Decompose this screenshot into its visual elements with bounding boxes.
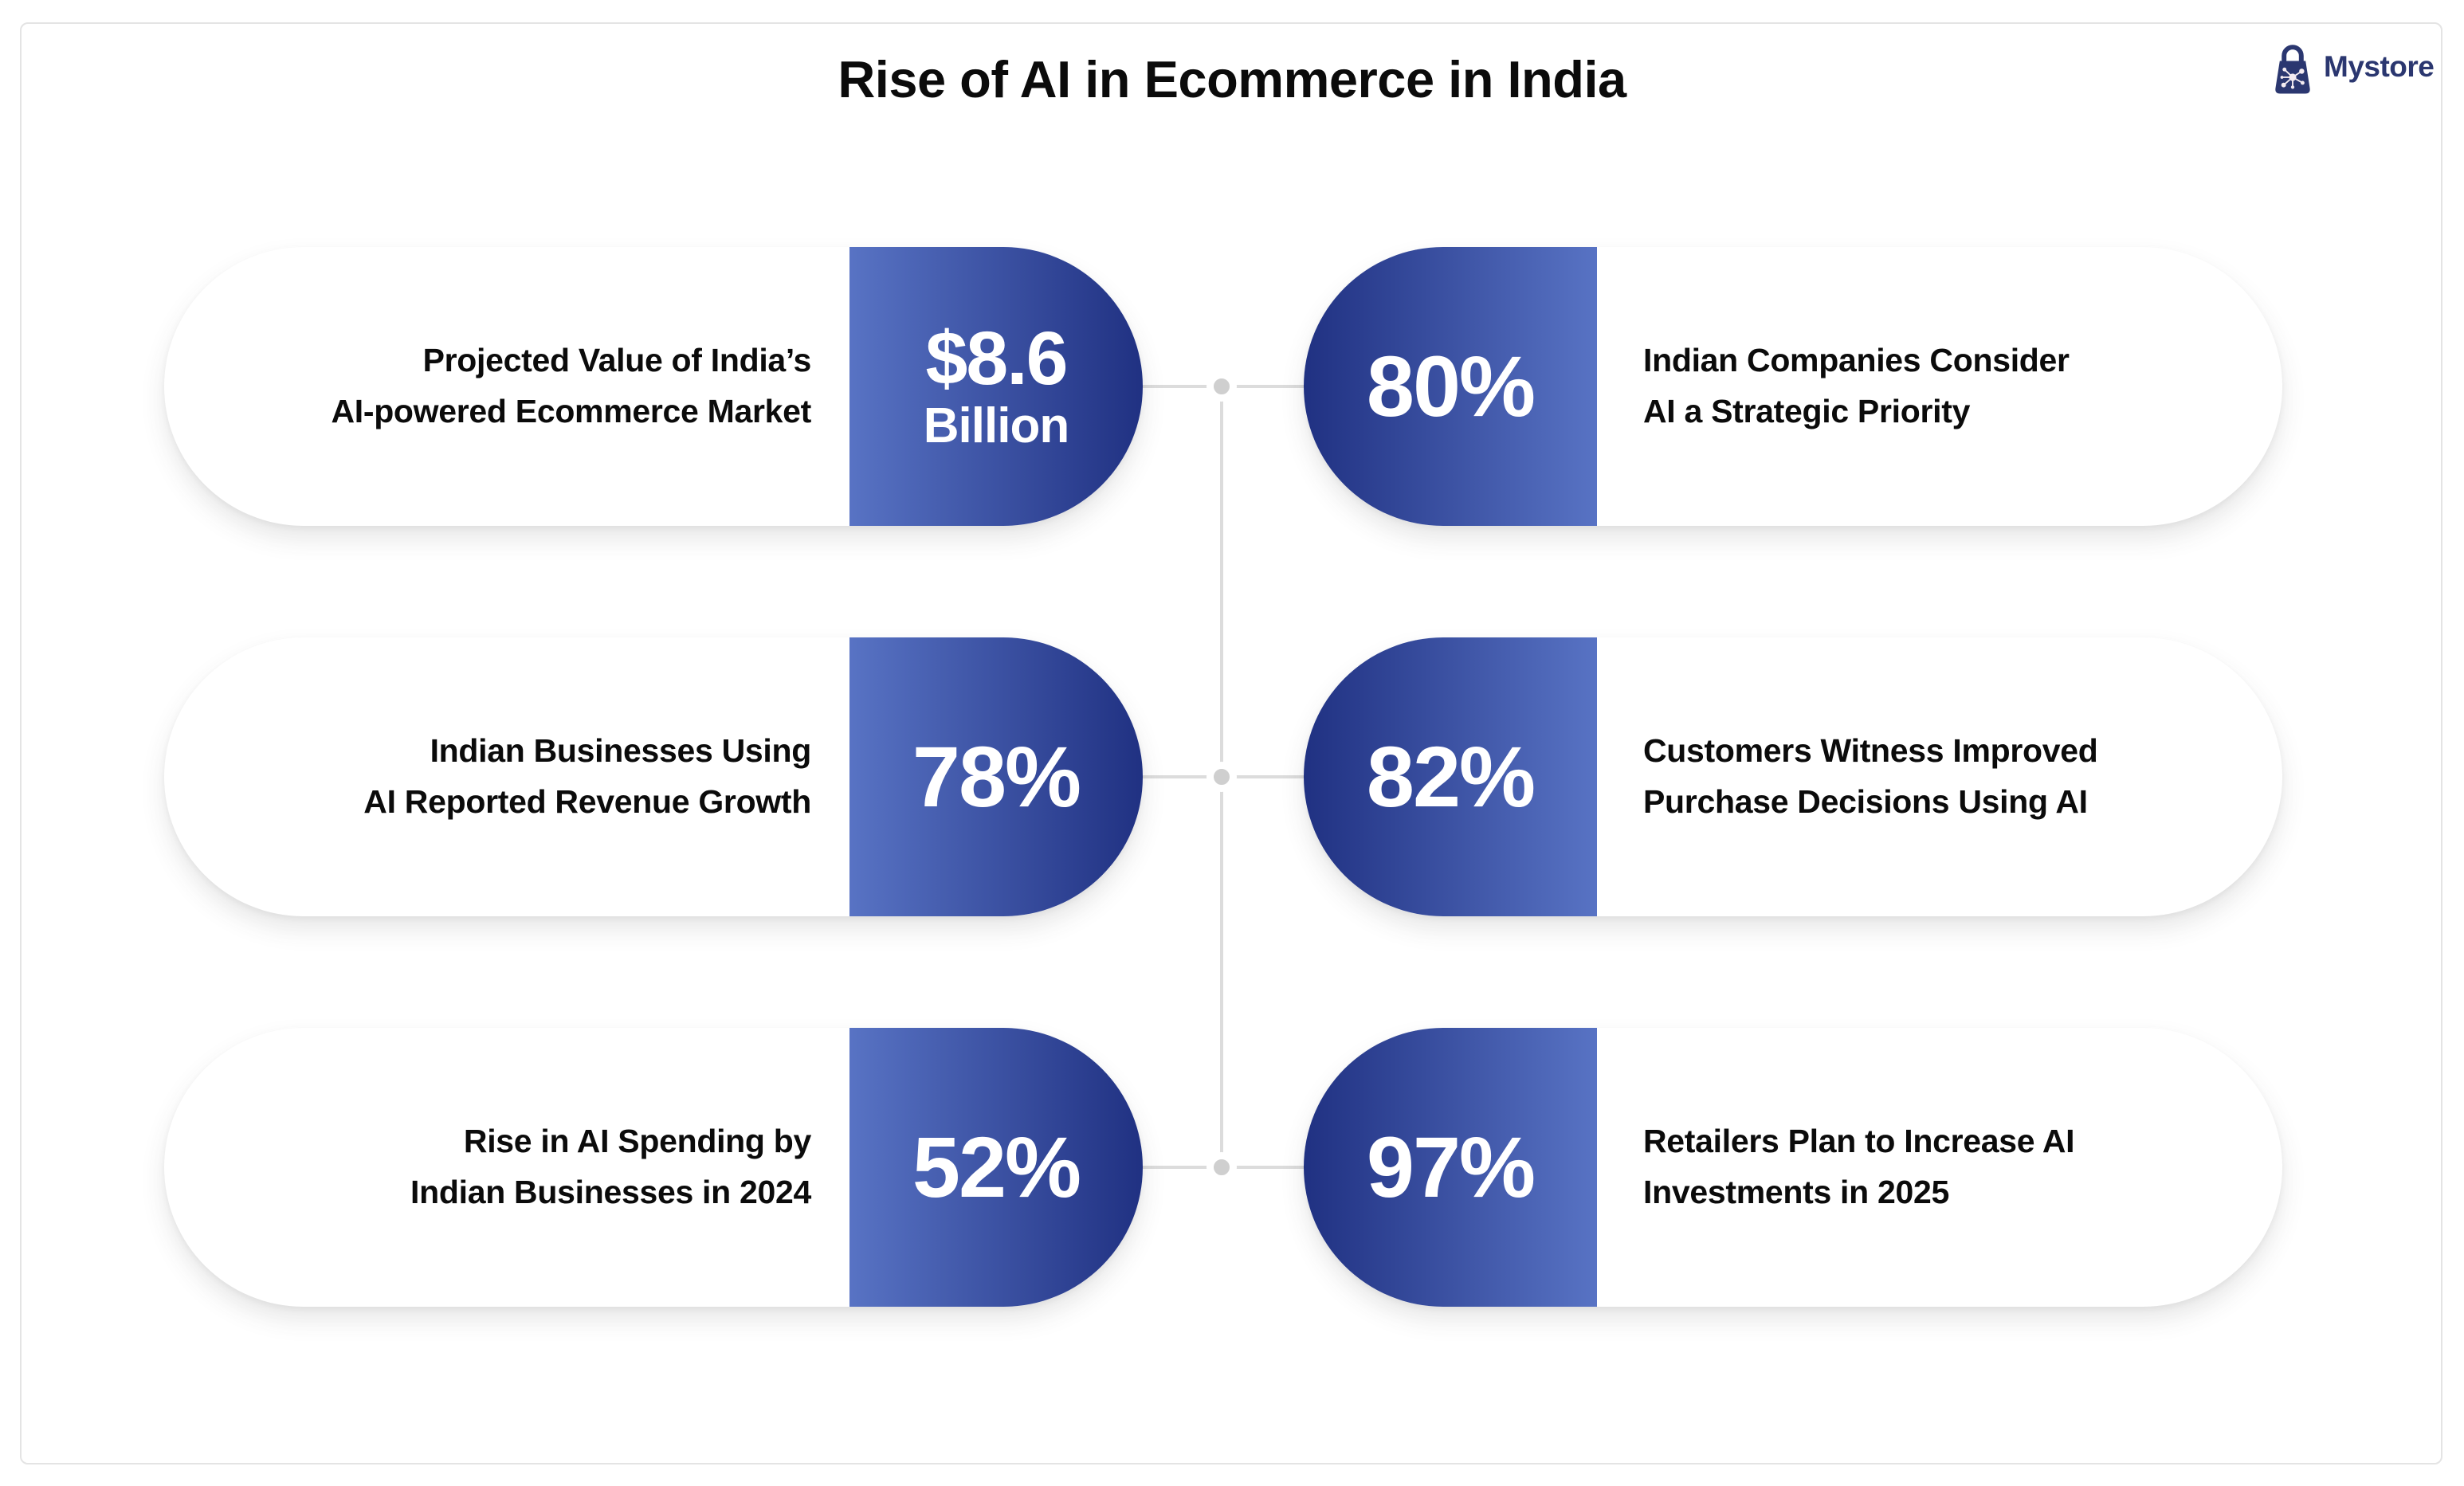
stat-label: Projected Value of India’s AI-powered Ec… bbox=[164, 247, 849, 526]
stat-card-ai-spending-rise: Rise in AI Spending by Indian Businesses… bbox=[164, 1028, 1143, 1307]
stat-value: 82% bbox=[1366, 728, 1536, 825]
stat-value-pill: 80% bbox=[1304, 247, 1597, 526]
stat-value-unit: Billion bbox=[923, 398, 1069, 453]
stat-label-line: Indian Businesses Using bbox=[430, 732, 812, 770]
stat-label-line: Purchase Decisions Using AI bbox=[1643, 783, 2088, 820]
stat-label-line: Customers Witness Improved bbox=[1643, 732, 2098, 770]
stat-card-purchase-decisions: 82% Customers Witness Improved Purchase … bbox=[1304, 637, 2282, 916]
stat-label: Rise in AI Spending by Indian Businesses… bbox=[164, 1028, 849, 1307]
stat-value: 80% bbox=[1366, 338, 1536, 435]
connector-dot bbox=[1206, 1152, 1237, 1182]
brand-name: Mystore bbox=[2324, 50, 2435, 83]
connector-dot bbox=[1206, 371, 1237, 402]
stat-value: 78% bbox=[912, 728, 1081, 825]
shopping-bag-icon bbox=[2275, 45, 2310, 94]
stat-label-line: Investments in 2025 bbox=[1643, 1174, 1949, 1210]
stat-label-line: Indian Companies Consider bbox=[1643, 342, 2070, 379]
stat-value: 97% bbox=[1366, 1119, 1536, 1216]
stat-label-line: AI Reported Revenue Growth bbox=[363, 783, 811, 820]
stat-value-pill: 78% bbox=[849, 637, 1143, 916]
connector-dot bbox=[1206, 762, 1237, 792]
stat-value-pill: $8.6 Billion bbox=[849, 247, 1143, 526]
stat-value-pill: 82% bbox=[1304, 637, 1597, 916]
stat-label-line: Indian Businesses in 2024 bbox=[410, 1174, 811, 1210]
stat-card-ai-strategic-priority: 80% Indian Companies Consider AI a Strat… bbox=[1304, 247, 2282, 526]
stat-value: 52% bbox=[912, 1119, 1081, 1216]
stat-value-pill: 97% bbox=[1304, 1028, 1597, 1307]
stat-label: Indian Businesses Using AI Reported Reve… bbox=[164, 637, 849, 916]
stat-label-line: AI-powered Ecommerce Market bbox=[331, 393, 811, 429]
brand-logo: Mystore bbox=[2266, 35, 2439, 99]
page-title: Rise of AI in Ecommerce in India bbox=[838, 50, 1626, 108]
stat-card-projected-market-value: Projected Value of India’s AI-powered Ec… bbox=[164, 247, 1143, 526]
stat-label-line: Retailers Plan to Increase AI bbox=[1643, 1123, 2075, 1160]
stat-value: $8.6 bbox=[925, 316, 1069, 402]
stat-card-revenue-growth: Indian Businesses Using AI Reported Reve… bbox=[164, 637, 1143, 916]
stat-value-pill: 52% bbox=[849, 1028, 1143, 1307]
stat-label: Retailers Plan to Increase AI Investment… bbox=[1597, 1028, 2282, 1307]
stat-label: Customers Witness Improved Purchase Deci… bbox=[1597, 637, 2282, 916]
stat-label-line: AI a Strategic Priority bbox=[1643, 393, 1971, 429]
stat-label: Indian Companies Consider AI a Strategic… bbox=[1597, 247, 2282, 526]
stat-label-line: Projected Value of India’s bbox=[422, 342, 812, 379]
stat-card-ai-investments-2025: 97% Retailers Plan to Increase AI Invest… bbox=[1304, 1028, 2282, 1307]
stat-label-line: Rise in AI Spending by bbox=[463, 1123, 811, 1160]
